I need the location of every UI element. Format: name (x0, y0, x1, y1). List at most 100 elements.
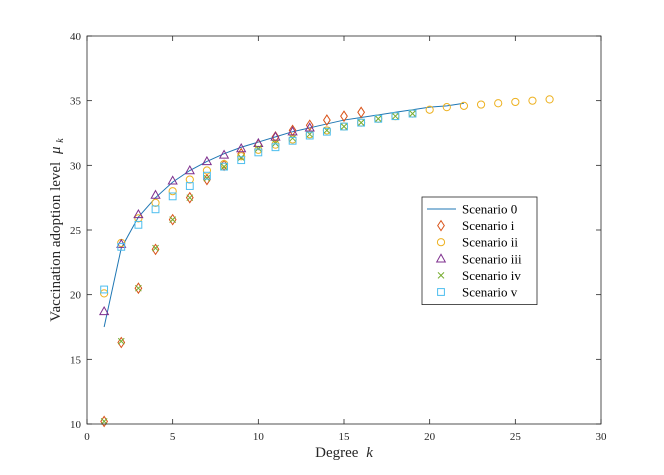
series-5-point (220, 162, 228, 171)
series-5-point (100, 285, 109, 294)
series-5-point (340, 122, 348, 131)
series-5-point (322, 127, 331, 136)
series-2-point (528, 96, 537, 105)
series-3-point (236, 142, 247, 153)
series-1-point (151, 243, 160, 256)
legend-marker-swatch (436, 238, 446, 247)
series-4-point (100, 418, 108, 425)
y-axis-label-var: μ (48, 146, 64, 155)
series-4-point (340, 123, 348, 130)
series-3-point (218, 149, 230, 159)
series-5-point (254, 148, 263, 157)
legend-marker-swatch (437, 272, 445, 279)
legend-marker-swatch (435, 253, 447, 263)
series-4-point (220, 163, 228, 170)
series-4-point-stroke-b (237, 154, 245, 161)
x-tick-label: 25 (510, 431, 522, 443)
series-3-point (184, 164, 195, 175)
series-5-point (237, 156, 246, 165)
x-tick-label: 5 (170, 431, 176, 443)
series-2-point (168, 187, 177, 196)
x-axis-label: Degree k (315, 445, 373, 461)
y-tick-label: 35 (70, 96, 82, 108)
series-4-point-stroke-b (409, 110, 416, 117)
series-3-point (270, 131, 281, 141)
legend-entry-label: Scenario 0 (462, 202, 517, 217)
series-2-point (185, 175, 194, 184)
series-5-point (185, 182, 194, 190)
y-tick-label: 15 (70, 354, 82, 366)
series-5-point (151, 205, 160, 214)
legend-entry-label: Scenario v (462, 285, 518, 300)
series-4-point-stroke-b (289, 134, 296, 142)
series-4-point (203, 174, 211, 182)
series-4-point (374, 115, 382, 123)
series-4-point-stroke-b (357, 119, 365, 127)
legend-entry-label: Scenario iii (462, 251, 522, 266)
series-4-point (135, 284, 142, 292)
series-5-point (271, 143, 280, 152)
series-1-point (340, 110, 348, 123)
series-4-point-stroke-b (117, 337, 125, 345)
series-4-point-stroke-b (186, 194, 194, 202)
x-tick-label: 30 (596, 431, 608, 443)
series-2-point (425, 105, 434, 114)
legend-marker-swatch (437, 288, 445, 296)
series-3-point (167, 175, 178, 185)
series-3-point (133, 208, 144, 219)
series-2-point (134, 214, 143, 223)
legend-marker-swatch-stroke-b (437, 272, 445, 279)
series-3-point (98, 305, 110, 316)
legend-entry-label: Scenario iv (462, 268, 521, 283)
series-5-point (305, 131, 314, 140)
series-4-point-stroke-b (220, 163, 228, 170)
legend-entry-label: Scenario ii (462, 235, 518, 250)
y-tick-label: 40 (70, 31, 82, 43)
plot-area (98, 95, 554, 428)
series-4-point (289, 134, 296, 142)
series-2-point (459, 101, 469, 110)
legend-box (421, 196, 538, 305)
series-4-point (237, 154, 245, 161)
x-tick-label: 10 (253, 431, 265, 443)
series-2-point (476, 100, 486, 109)
x-tick-label: 20 (424, 431, 436, 443)
y-tick-label: 25 (70, 225, 82, 237)
series-4-point (409, 110, 416, 117)
series-5-point (288, 136, 297, 145)
series-1-point (271, 130, 280, 143)
series-2-point (202, 166, 212, 175)
series-4-point (117, 337, 125, 345)
series-2-point (442, 103, 451, 112)
series-4-point-stroke-b (152, 244, 159, 252)
series-4-point (169, 216, 177, 224)
x-axis-label-text: Degree (315, 445, 359, 461)
series-2-point (545, 95, 554, 104)
series-1-point (203, 173, 211, 186)
series-1-point (117, 336, 126, 349)
y-tick-label: 10 (70, 419, 82, 431)
series-4-point-stroke-b (203, 174, 211, 182)
legend-entry-label: Scenario i (462, 218, 515, 233)
series-5-point (374, 114, 383, 123)
x-axis-label-var: k (366, 445, 373, 461)
series-5-point (203, 171, 211, 180)
series-3-point (287, 126, 298, 136)
series-4-point (357, 119, 365, 127)
x-tick-label: 0 (84, 431, 90, 443)
series-3-point (201, 155, 213, 166)
series-3-point (304, 122, 315, 132)
series-4-point (392, 112, 399, 120)
series-1-point (357, 106, 366, 119)
x-tick-label: 15 (339, 431, 351, 443)
series-4-point-stroke-b (135, 284, 142, 292)
axes: 0 5 10 15 20 25 30 10 15 20 25 30 35 40 (70, 31, 607, 443)
series-4-point-stroke-b (169, 216, 177, 224)
series-2-point (151, 198, 160, 207)
series-4-point-stroke-b (374, 115, 382, 123)
series-4-point-stroke-b (392, 112, 399, 120)
series-0-line (103, 102, 465, 328)
y-axis-label-text: Vaccination adoption level (48, 162, 64, 322)
series-5-point (168, 192, 177, 201)
